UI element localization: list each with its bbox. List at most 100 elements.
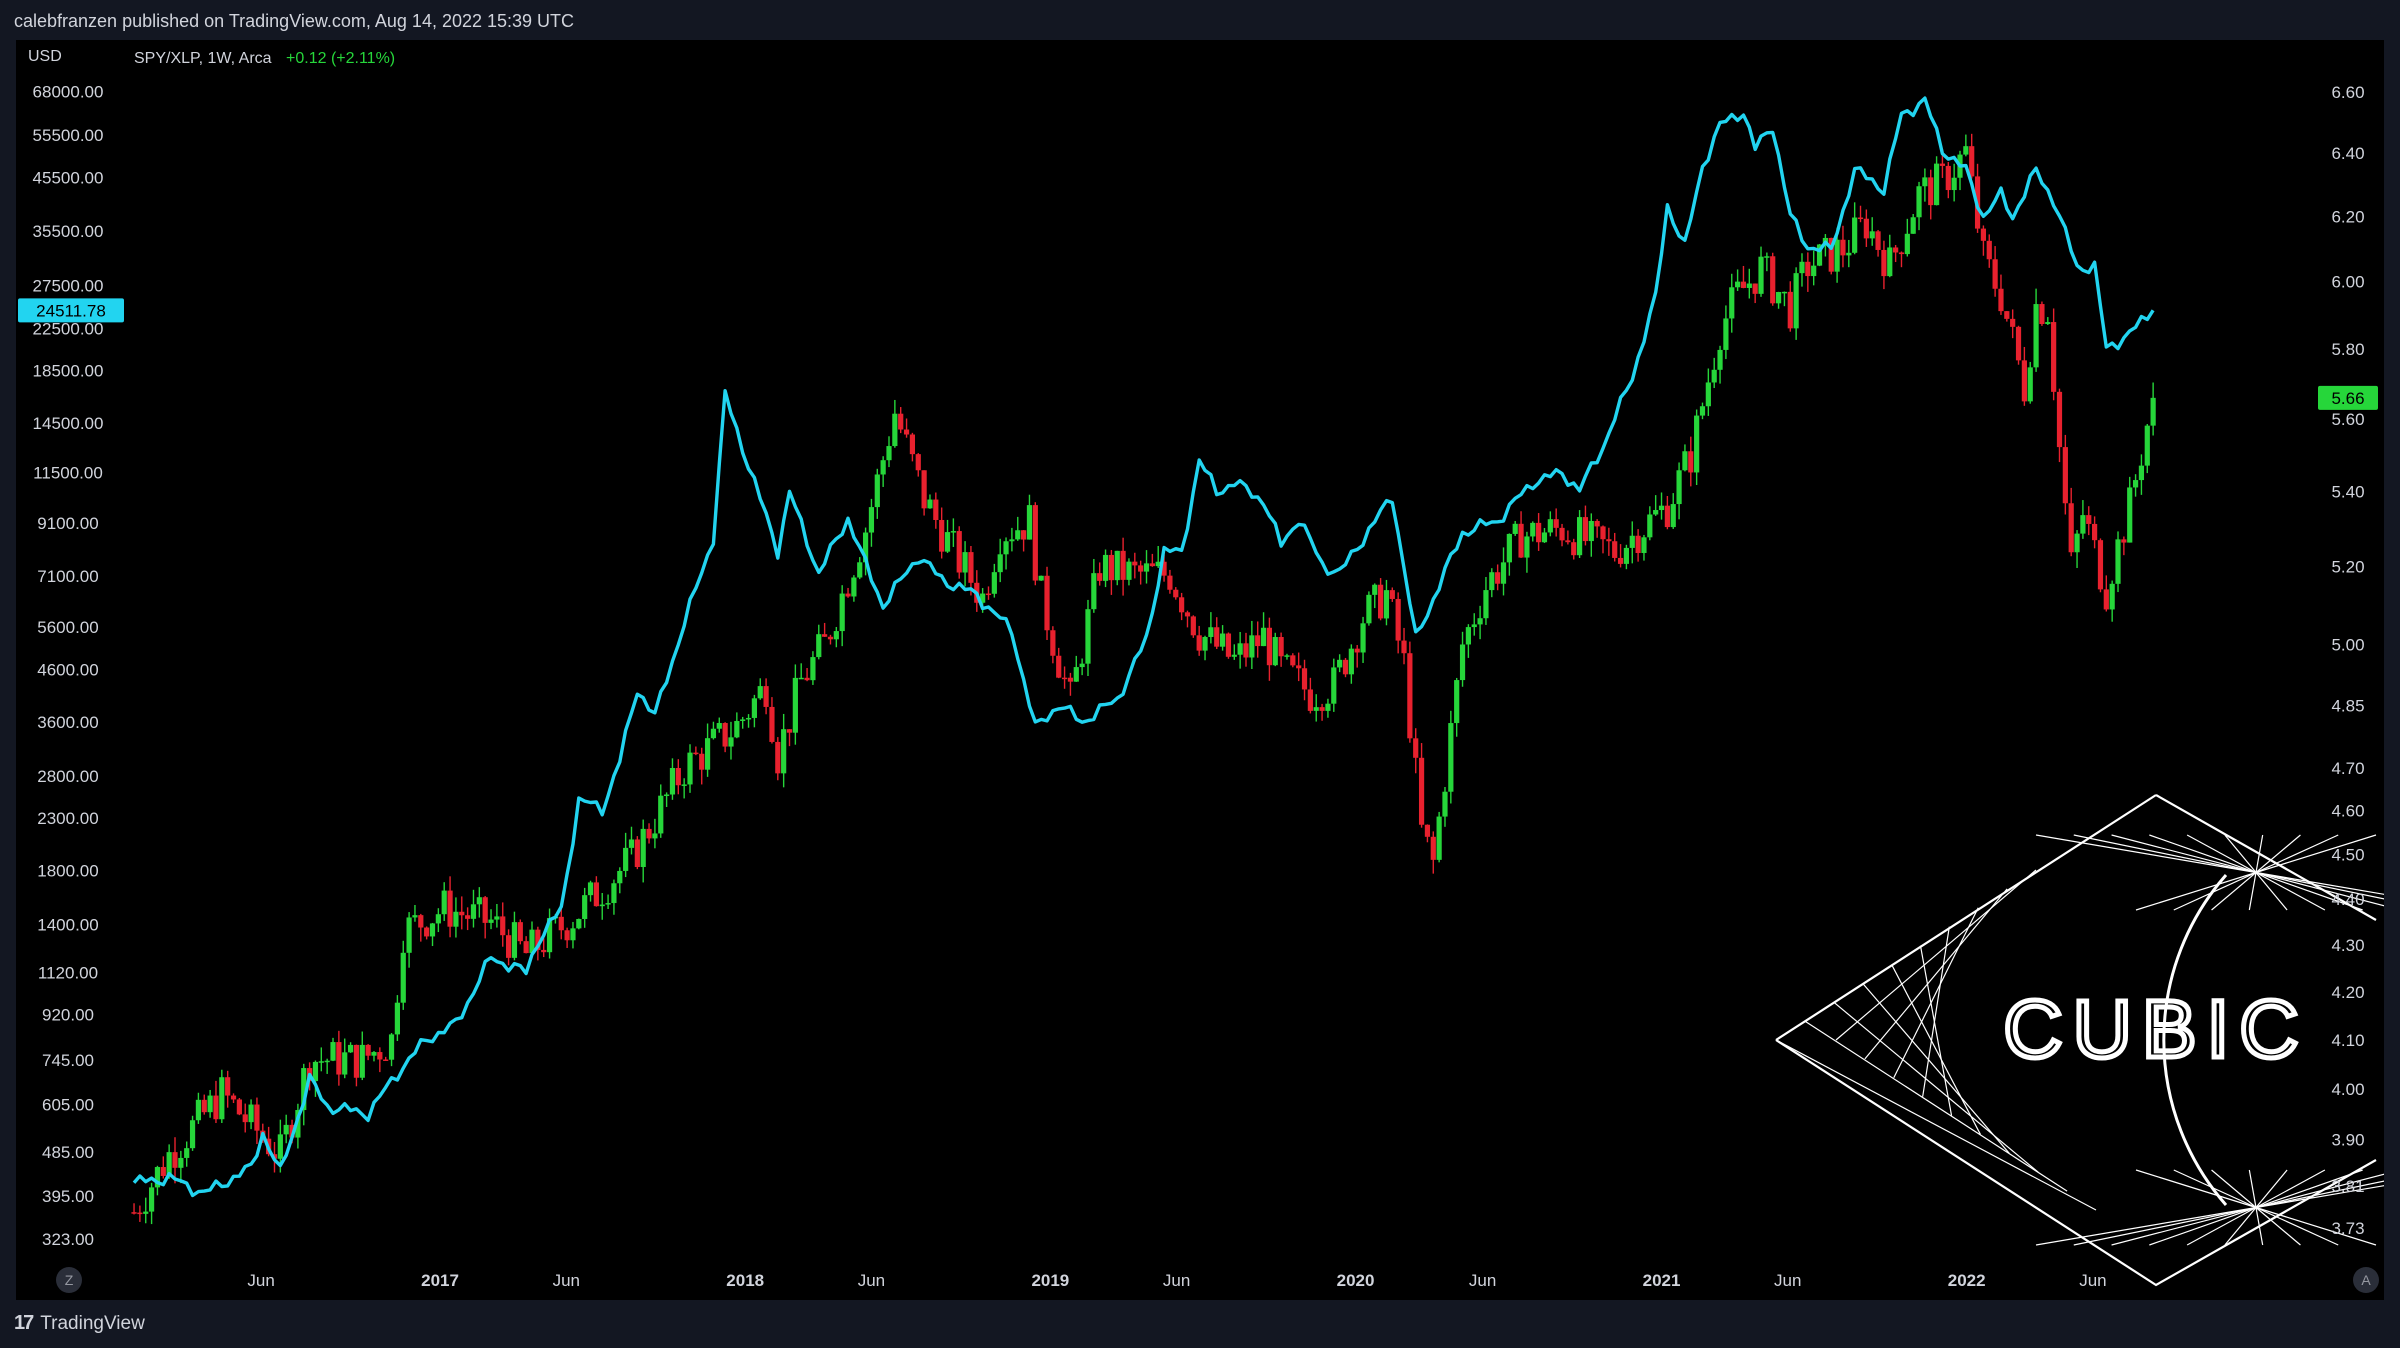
chart-pane[interactable]: 68000.00 55500.00 45500.00 35500.00 27500.00… <box>16 40 2384 1300</box>
candle-body <box>1132 561 1138 566</box>
candle-body <box>148 1187 155 1212</box>
candle-body <box>1893 247 1899 253</box>
candle-body <box>1389 590 1395 599</box>
candle-body <box>1301 668 1308 690</box>
time-axis-label: Jun <box>858 1271 885 1290</box>
candle-body <box>903 429 910 435</box>
candle-body <box>1149 563 1155 567</box>
candle-body <box>652 833 658 839</box>
candle-body <box>857 562 863 578</box>
candle-body <box>1588 520 1594 542</box>
candle-body <box>2010 318 2016 327</box>
chart-svg[interactable]: 68000.00 55500.00 45500.00 35500.00 27500.00… <box>16 40 2384 1300</box>
candle-body <box>143 1211 149 1214</box>
candle-body <box>406 917 412 953</box>
candle-body <box>201 1099 207 1113</box>
candle-body <box>1401 640 1407 654</box>
candle-body <box>1916 186 1922 218</box>
candle-body <box>1249 635 1255 658</box>
candle-body <box>1688 451 1694 473</box>
candle-body <box>1483 590 1489 619</box>
right-axis-tick: 4.60 <box>2331 802 2364 821</box>
candle-body <box>833 631 839 640</box>
candle-body <box>1582 517 1589 542</box>
candle-body <box>1717 349 1723 370</box>
candle-body <box>1571 542 1577 556</box>
candle-body <box>1407 653 1413 739</box>
watermark-hatch <box>1835 869 2037 1041</box>
watermark-hatch <box>1893 907 1979 1079</box>
tradingview-logo-icon: 17 <box>14 1312 34 1334</box>
candle-body <box>412 915 418 918</box>
candle-body <box>2056 391 2063 448</box>
tradingview-logo[interactable]: 17 TradingView <box>14 1312 145 1335</box>
candle-body <box>1360 623 1366 653</box>
candle-body <box>1816 244 1823 266</box>
candle-body <box>137 1212 143 1215</box>
right-axis-tick: 4.85 <box>2331 696 2364 715</box>
candle-body <box>1378 584 1384 619</box>
candle-body <box>985 593 992 596</box>
candle-body <box>704 738 711 770</box>
candle-body <box>330 1042 336 1061</box>
candle-body <box>587 882 594 896</box>
left-axis-tick: 485.00 <box>42 1143 94 1162</box>
candle-body <box>1863 218 1869 239</box>
candle-body <box>1986 240 1992 260</box>
candle-body <box>1694 415 1700 473</box>
candle-body <box>2086 515 2092 524</box>
candle-body <box>1495 572 1501 584</box>
candle-body <box>1840 239 1846 256</box>
candle-body <box>1325 703 1331 711</box>
candle-body <box>1225 633 1232 657</box>
candle-body <box>1026 505 1033 540</box>
top-bar: calebfranzen published on TradingView.co… <box>0 0 2400 40</box>
candle-body <box>593 882 599 907</box>
candle-body <box>546 918 553 953</box>
right-axis-tick: 6.00 <box>2331 273 2364 292</box>
candle-body <box>1881 249 1887 277</box>
candle-body <box>2121 539 2127 543</box>
candle-body <box>1056 655 1062 678</box>
candle-body <box>1079 663 1085 668</box>
candle-body <box>500 916 506 936</box>
candle-body <box>324 1060 330 1063</box>
candle-body <box>447 890 453 927</box>
candle-body <box>880 460 886 475</box>
candle-body <box>1787 291 1793 329</box>
candle-body <box>710 728 717 739</box>
candle-body <box>1284 655 1290 657</box>
candle-body <box>862 532 869 563</box>
candle-body <box>2039 304 2045 325</box>
candle-body <box>529 929 535 954</box>
candle-body <box>505 935 512 958</box>
candle-body <box>1143 563 1150 572</box>
candle-body <box>658 795 664 834</box>
candle-body <box>1009 539 1015 542</box>
right-axis-tick: 4.20 <box>2331 983 2364 1002</box>
left-axis-tick: 22500.00 <box>33 320 104 339</box>
candle-body <box>1208 627 1214 637</box>
auto-scale-button[interactable]: A <box>2353 1267 2379 1293</box>
candle-body <box>2062 447 2068 504</box>
candle-body <box>1623 547 1630 564</box>
candle-body <box>219 1077 225 1120</box>
candle-body <box>359 1044 365 1078</box>
tradingview-logo-text: TradingView <box>40 1312 145 1334</box>
candle-body <box>1202 636 1208 651</box>
zoom-reset-button[interactable]: Z <box>56 1267 82 1293</box>
candle-body <box>1746 283 1752 288</box>
candle-body <box>1272 637 1278 666</box>
right-axis-tick: 4.50 <box>2331 845 2364 864</box>
candle-body <box>383 1059 389 1061</box>
left-axis-tick: 68000.00 <box>33 82 104 101</box>
left-axis-unit: USD <box>28 48 62 65</box>
symbol-legend[interactable]: SPY/XLP, 1W, Arca +0.12 (+2.11%) <box>134 50 395 68</box>
candle-body <box>353 1044 360 1078</box>
candle-body <box>1506 533 1512 563</box>
time-axis-label: Jun <box>247 1271 274 1290</box>
candle-body <box>1307 689 1313 711</box>
right-axis-tick: 3.73 <box>2331 1219 2364 1238</box>
candle-body <box>681 784 687 786</box>
candle-body <box>1120 550 1126 580</box>
